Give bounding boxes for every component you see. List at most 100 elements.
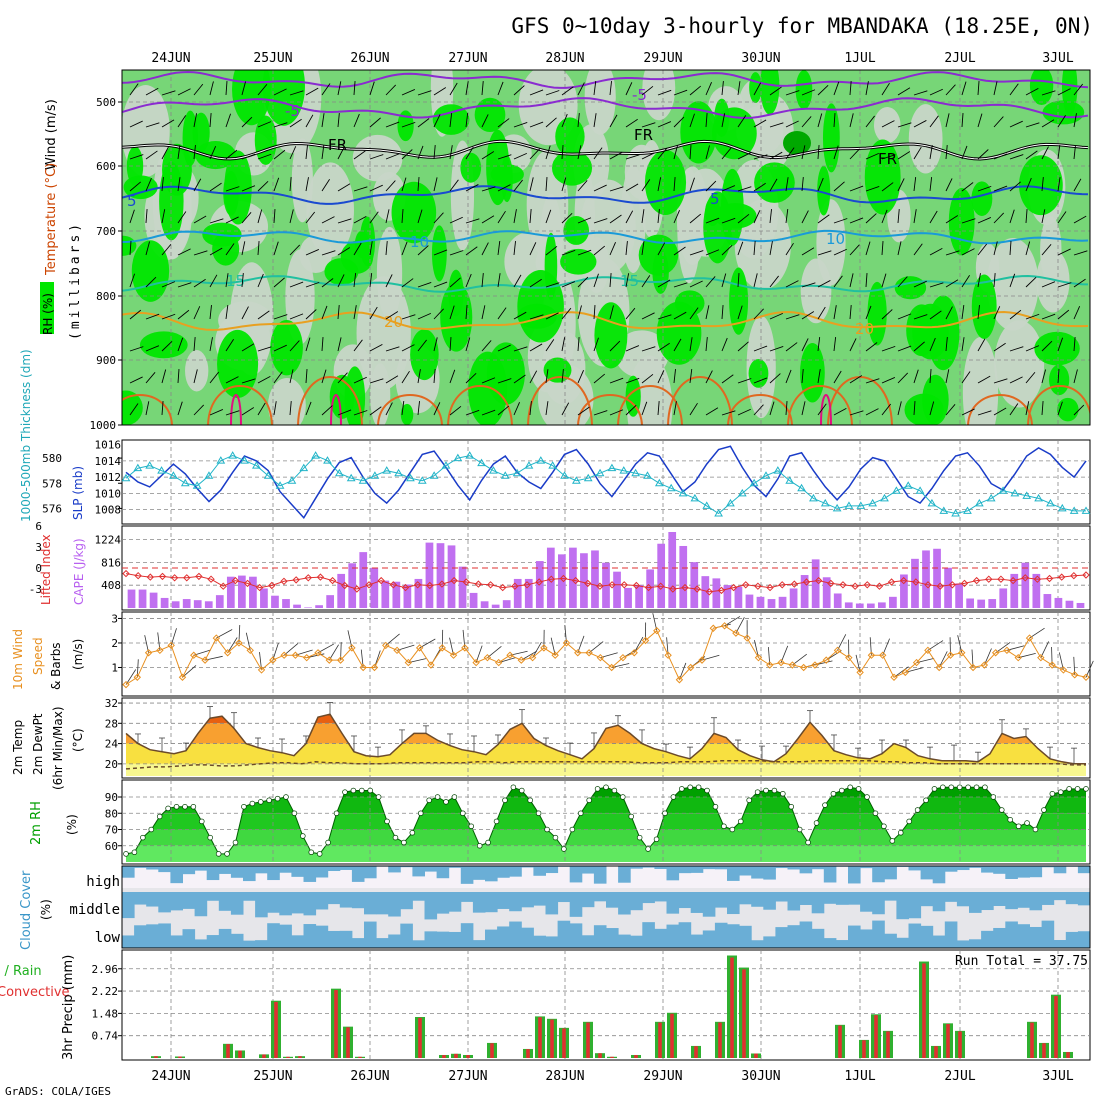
rh-point [274, 795, 281, 802]
mid-cloud [327, 892, 341, 905]
wind-barb [1073, 178, 1082, 192]
wind-barb [193, 178, 202, 192]
thickness-point [785, 476, 795, 484]
cape-bar [447, 545, 456, 608]
wind-barb [177, 401, 183, 416]
wind-barb [897, 372, 909, 384]
thickness-point [832, 503, 842, 512]
wind-barb [689, 113, 695, 128]
wind-barb [545, 117, 557, 128]
li-point [183, 574, 191, 582]
thickness-point [939, 506, 949, 514]
rh-high-patch [795, 70, 813, 110]
wind-barb [609, 81, 612, 96]
low-cloud [146, 924, 159, 948]
low-cloud [618, 934, 631, 948]
mid-cloud [920, 892, 934, 907]
wind-barb [145, 372, 156, 384]
high-cloud [775, 866, 788, 869]
li-point [632, 581, 641, 590]
wind-barb [273, 88, 287, 96]
wind-barb [657, 209, 660, 224]
thickness-point [145, 461, 155, 469]
precip-convective-bar [1066, 1052, 1070, 1058]
rh-point [241, 803, 247, 810]
low-cloud [654, 928, 667, 948]
thickness-point [180, 478, 190, 487]
precip-convective-bar [490, 1043, 494, 1058]
precip-convective-bar [466, 1055, 470, 1058]
upper-axis-labels: Wind (m/s) Temperature (°C) RH (%) (mill… [40, 99, 83, 340]
wind-barb [417, 145, 424, 160]
wind-barb [241, 116, 253, 128]
wind-barb [289, 244, 301, 256]
li-point [486, 581, 495, 589]
cape-bar [513, 578, 522, 608]
cape-bar [922, 550, 930, 608]
low-cloud [981, 930, 994, 948]
cape-bar [690, 562, 699, 608]
low-cloud [775, 927, 788, 948]
mid-cloud [702, 892, 716, 917]
wind-barb [257, 83, 268, 96]
wind-barb [833, 113, 836, 128]
wind-barb [593, 337, 599, 352]
wind-barb [481, 242, 489, 256]
low-cloud [1053, 940, 1067, 948]
wind-barb [449, 113, 453, 128]
wind-barb [369, 211, 379, 224]
rh-point [325, 839, 331, 846]
low-cloud [412, 940, 425, 948]
wind-barb [817, 85, 829, 96]
wind-barb [609, 214, 622, 224]
wind-barb [945, 404, 956, 416]
wind-barb [161, 340, 173, 352]
wind-barb [801, 401, 806, 416]
low-cloud [678, 922, 692, 948]
date-label: 26JUN [350, 1069, 389, 1084]
wind-barb [913, 280, 927, 288]
wind-barb [737, 115, 747, 128]
wind-barb [785, 401, 788, 416]
wind-barb [705, 81, 712, 96]
rh-point [308, 849, 315, 855]
low-cloud [944, 921, 958, 948]
wind-barb [1009, 181, 1021, 192]
high-cloud [497, 866, 510, 878]
wind-barb [385, 241, 388, 256]
wind-barb [465, 305, 468, 320]
high-cloud [920, 866, 934, 880]
wind-barb [1025, 276, 1037, 288]
mid-cloud [267, 892, 280, 913]
thickness-point [560, 471, 569, 479]
rh-point [1057, 789, 1064, 795]
rh-high-patch [1018, 155, 1063, 216]
label-wind10m-barbs: & Barbs [49, 642, 63, 690]
tick-label: 700 [96, 225, 116, 238]
wind-point [461, 644, 469, 652]
wind-barb [833, 275, 843, 288]
wind-point [935, 663, 943, 672]
wind-barb [983, 648, 992, 666]
wind-barb [689, 145, 692, 160]
wind-barb [849, 185, 864, 192]
wind-barb [833, 145, 839, 160]
low-cloud [460, 923, 474, 948]
high-cloud [291, 866, 304, 877]
thickness-point [880, 493, 889, 502]
wind-barb [577, 249, 592, 256]
rh-point [148, 826, 155, 833]
wind-barb [177, 115, 187, 128]
wind-barb [417, 369, 421, 384]
wind-barb [609, 151, 623, 160]
wind-barb [177, 88, 191, 96]
mid-cloud [146, 892, 159, 907]
wind-barb [161, 401, 164, 416]
wind-barb [705, 337, 708, 352]
wind-barb [913, 177, 917, 192]
wind-barb [385, 402, 393, 416]
wind-barb [513, 179, 523, 192]
rh-point [729, 826, 736, 833]
thickness-point [607, 463, 617, 472]
